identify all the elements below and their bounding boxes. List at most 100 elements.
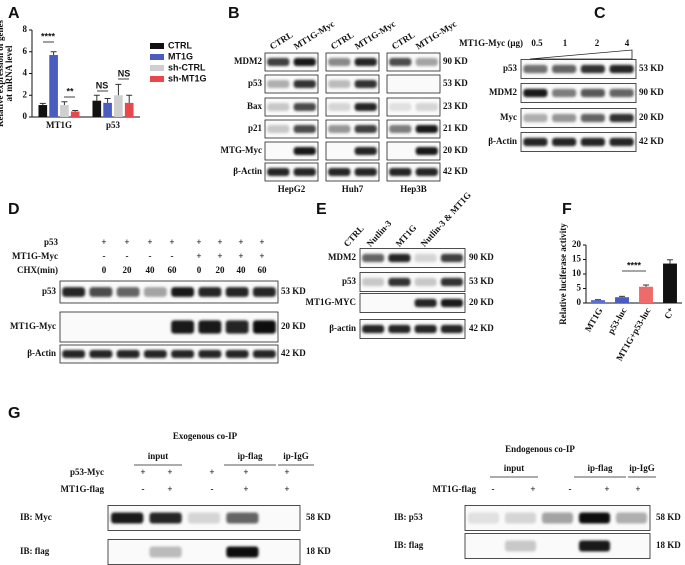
condition-mark: + (147, 237, 152, 247)
band (293, 103, 316, 111)
size-label: 42 KD (281, 348, 306, 358)
bar (663, 263, 677, 303)
band (354, 168, 377, 176)
bar (103, 102, 112, 117)
condition-mark: + (259, 237, 264, 247)
condition-mark: + (284, 467, 289, 477)
band (415, 103, 438, 111)
condition-mark: + (167, 467, 172, 477)
row-label: p53-Myc (70, 467, 104, 477)
condition-mark: + (243, 467, 248, 477)
band (415, 168, 438, 176)
band (552, 88, 577, 98)
size-label: 20 KD (443, 145, 468, 155)
panel-letter: B (228, 5, 240, 22)
band (440, 253, 463, 263)
legend-label: CTRL (168, 40, 192, 50)
y-tick-label: 20 (572, 239, 582, 249)
row-label: β-actin (329, 323, 356, 333)
y-tick-label: 0 (577, 297, 582, 307)
band (293, 147, 316, 155)
condition-mark: + (530, 484, 535, 494)
blot-frame (520, 132, 637, 152)
size-label: 20 KD (639, 112, 664, 122)
blot-frame (359, 293, 466, 313)
size-label: 58 KD (656, 512, 681, 522)
band (226, 546, 259, 558)
band (293, 58, 316, 66)
band (143, 287, 167, 297)
condition-mark: - (149, 251, 152, 261)
condition-mark: + (217, 237, 222, 247)
band (111, 512, 144, 524)
row-label: MT1G-MYC (306, 297, 357, 307)
y-axis-label: Relative luciferase activity (558, 223, 568, 325)
band (609, 137, 634, 147)
band (198, 320, 222, 334)
size-label: 20 KD (469, 297, 494, 307)
condition-mark: 20 (123, 265, 133, 275)
band (552, 64, 577, 74)
band (171, 350, 195, 358)
band (89, 350, 113, 358)
band (523, 113, 548, 123)
condition-mark: + (238, 251, 243, 261)
size-label: 20 KD (281, 321, 306, 331)
bar (38, 105, 48, 117)
condition-mark: + (259, 251, 264, 261)
legend-label: sh-CTRL (168, 62, 206, 72)
y-tick-label: 2 (23, 89, 28, 99)
dose-triangle (529, 49, 633, 60)
band (171, 320, 195, 334)
bar (591, 300, 605, 303)
row-label: CHX(min) (17, 265, 58, 275)
blot-frame (386, 52, 441, 72)
band (389, 125, 412, 133)
size-label: 53 KD (469, 276, 494, 286)
row-label: IB: Myc (20, 512, 52, 522)
panel-letter: E (316, 201, 327, 218)
blot-frame (386, 119, 441, 139)
row-label: p53 (44, 237, 59, 247)
band (226, 512, 259, 524)
condition-mark: - (492, 484, 495, 494)
bar (60, 105, 69, 117)
bar (49, 55, 58, 117)
row-label: β-Actin (488, 136, 517, 146)
blot-frame (325, 97, 380, 117)
size-label: 18 KD (306, 546, 331, 556)
group-header: ip-IgG (629, 463, 655, 473)
band (415, 147, 438, 155)
panel-letter: F (562, 201, 572, 218)
blot-frame (325, 119, 380, 139)
treatment-label: MT1G-Myc (μg) (459, 38, 523, 48)
condition-mark: - (569, 484, 572, 494)
band (467, 512, 500, 524)
group-header: ip-flag (587, 463, 613, 473)
band (440, 298, 463, 308)
band (388, 253, 411, 263)
column-label: MT1G (394, 223, 419, 249)
cell-line-label: Huh7 (342, 184, 364, 194)
band (580, 137, 605, 147)
row-label: MT1G-flag (433, 484, 477, 494)
blot-frame (264, 119, 319, 139)
condition-mark: 0 (102, 265, 107, 275)
row-label: p53 (342, 276, 357, 286)
band (580, 113, 605, 123)
row-label: p21 (248, 123, 263, 133)
condition-mark: + (217, 251, 222, 261)
legend-swatch (150, 65, 164, 71)
row-label: MT1G-Myc (12, 251, 58, 261)
band (62, 287, 86, 297)
blot-frame (107, 539, 301, 565)
condition-mark: - (103, 251, 106, 261)
legend-label: sh-MT1G (168, 73, 207, 83)
band (252, 350, 276, 358)
band (523, 64, 548, 74)
column-label: MT1G-Myc (414, 19, 458, 52)
row-label: p53 (42, 286, 57, 296)
blot-frame (59, 280, 279, 304)
blot-frame (325, 162, 380, 182)
condition-mark: - (171, 251, 174, 261)
